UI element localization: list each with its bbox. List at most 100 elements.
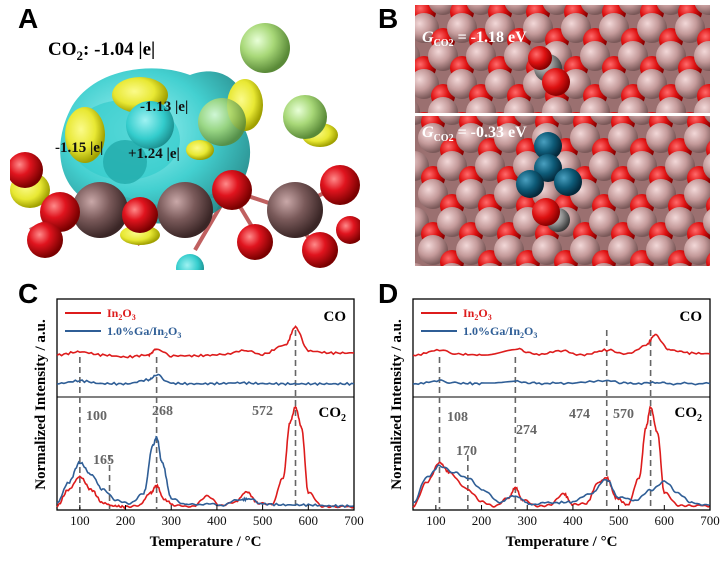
lattice-atom [709, 265, 710, 266]
series-line [412, 333, 711, 357]
lattice-atom [665, 151, 695, 181]
lattice-atom [599, 69, 629, 99]
lattice-atom [532, 235, 562, 265]
lattice-atom [633, 263, 651, 266]
lattice-atom [656, 41, 686, 71]
lattice-atom [599, 13, 629, 43]
lattice-atom [704, 116, 710, 123]
lattice-atom [666, 116, 694, 125]
chart-c: CO CO2 In2O3 1.0%Ga/In2O3 100 200 300 400 500 600… [33, 306, 364, 550]
y-axis-title: Normalized Intensity / a.u. [389, 319, 405, 490]
lattice-atom [552, 116, 580, 125]
lattice-atom [637, 69, 667, 99]
subscript: 2 [474, 313, 478, 322]
x-tick-label: 100 [426, 513, 446, 528]
lattice-atom [703, 209, 710, 235]
lattice-atom [557, 263, 575, 266]
series-line [56, 405, 355, 510]
co2-charge-label: CO2: -1.04 |e| [48, 39, 155, 63]
lattice-atom [428, 97, 458, 113]
x-axis-title: Temperature / °C [506, 534, 618, 550]
lattice-atom [494, 235, 524, 265]
lattice-atom [646, 235, 676, 265]
lattice-atom [485, 69, 515, 99]
charge-density-illustration [10, 23, 360, 270]
lattice-atom [665, 207, 695, 237]
lattice-atom [694, 5, 710, 15]
lattice-atom [671, 263, 689, 266]
subscript: 2 [341, 413, 346, 424]
charge-annotation: +1.24 |e| [128, 146, 180, 162]
subscript: 2 [164, 331, 168, 340]
subplot-label: CO [324, 309, 347, 325]
lattice-atom [589, 207, 619, 237]
panel-letter-c: C [18, 278, 38, 309]
lattice-atom [570, 123, 600, 153]
lattice-atom [542, 97, 572, 113]
lattice-atom [656, 97, 686, 113]
panel-letter-a: A [18, 3, 38, 34]
peak-label: 170 [456, 444, 477, 459]
lattice-atom [685, 112, 695, 113]
lattice-atom [418, 123, 448, 153]
lattice-atom [457, 112, 467, 113]
series-line [56, 325, 355, 359]
charge-annotation: -1.13 |e| [140, 99, 188, 115]
lattice-atom [447, 69, 477, 99]
lattice-atom [675, 69, 705, 99]
lattice-atom [494, 123, 524, 153]
legend-label: 1.0%Ga/In2O3 [463, 324, 537, 340]
lattice-atom [438, 116, 466, 125]
lattice-atom [561, 13, 591, 43]
peak-label: 268 [152, 404, 173, 419]
series-line [412, 464, 710, 507]
lattice-atom [716, 56, 723, 80]
lattice-atom [647, 112, 657, 113]
peak-label: 572 [252, 404, 273, 419]
lattice-atom [684, 123, 710, 153]
surface-atoms-top [415, 5, 723, 136]
x-tick-label: 200 [116, 513, 136, 528]
adsorption-energy-bottom: GCO2 = -0.33 eV [422, 124, 527, 144]
lattice-atom [519, 263, 537, 266]
legend-text: O [122, 306, 131, 320]
lattice-atom [703, 153, 710, 179]
subplot-label: CO [680, 309, 703, 325]
peak-label: 570 [613, 407, 634, 422]
adsorption-energy-top: GCO2 = -1.18 eV [422, 29, 527, 49]
lattice-atom [523, 13, 553, 43]
lattice-atom [466, 41, 496, 71]
subplot-label: CO2 [675, 405, 703, 424]
peak-label: 165 [93, 453, 114, 468]
lattice-atom [419, 112, 429, 113]
panel-letter-b: B [378, 3, 398, 34]
x-tick-label: 500 [609, 513, 629, 528]
lattice-atom [716, 112, 723, 136]
peak-label: 100 [86, 409, 107, 424]
lattice-atom [684, 235, 710, 265]
x-tick-label: 500 [253, 513, 273, 528]
panel-a: A [10, 3, 360, 270]
lattice-atom [608, 235, 638, 265]
lattice-atom [570, 235, 600, 265]
lattice-atom [533, 112, 543, 113]
x-tick-label: 400 [563, 513, 583, 528]
lattice-atom [514, 116, 542, 125]
lattice-atom [447, 13, 477, 43]
panel-letter-d: D [378, 278, 398, 309]
lattice-atom [456, 179, 486, 209]
lattice-atom [466, 97, 496, 113]
series-line [412, 379, 711, 386]
lattice-atom [481, 263, 499, 266]
peak-label: 274 [516, 423, 537, 438]
legend-label: In2O3 [463, 306, 492, 322]
legend-text: O [524, 324, 533, 338]
x-tick-label: 300 [517, 513, 537, 528]
lattice-atom [437, 207, 467, 237]
peak-label: 474 [569, 407, 590, 422]
lattice-atom [608, 179, 638, 209]
legend-text: O [168, 324, 177, 338]
lattice-atom [415, 100, 420, 113]
lattice-atom [618, 41, 648, 71]
lattice-atom [485, 13, 515, 43]
